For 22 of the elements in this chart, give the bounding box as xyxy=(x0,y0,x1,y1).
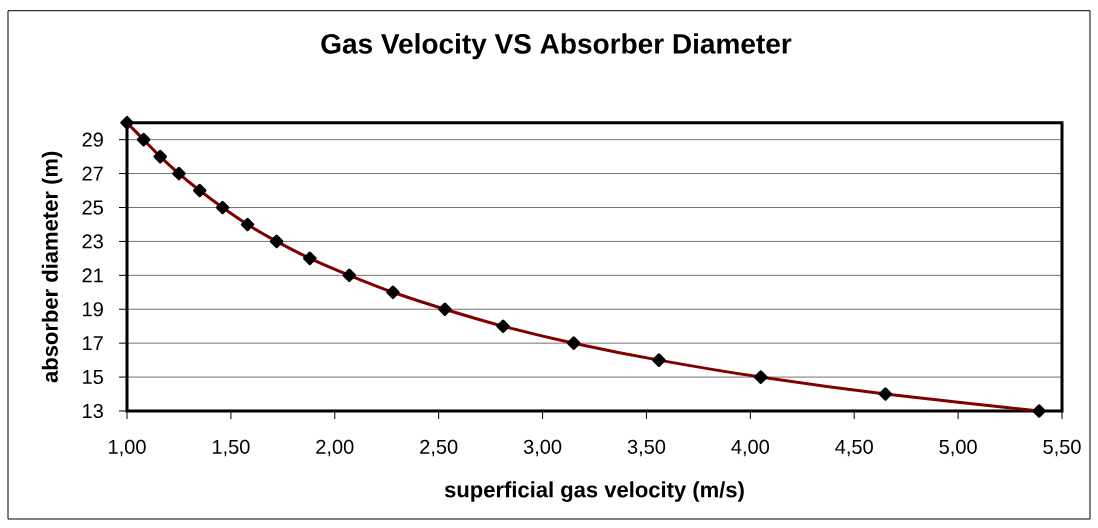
x-tick-label: 3,50 xyxy=(627,439,666,457)
y-tick-label: 15 xyxy=(83,370,103,385)
x-tick-label: 5,00 xyxy=(939,439,977,457)
y-tick-label: 29 xyxy=(82,132,103,147)
x-tick-label: 1,00 xyxy=(109,439,146,457)
x-tick-label: 1,50 xyxy=(212,439,250,457)
y-tick-label: 25 xyxy=(82,200,103,215)
y-tick-label: 17 xyxy=(83,336,103,351)
x-tick-label: 4,50 xyxy=(835,439,873,457)
y-axis-title: absorber diameter (m) xyxy=(41,151,63,383)
chart-title: Gas Velocity VS Absorber Diameter xyxy=(321,33,792,60)
x-tick-label: 5,50 xyxy=(1043,439,1081,457)
y-tick-label: 27 xyxy=(82,166,103,181)
y-tick-label: 13 xyxy=(83,403,103,419)
y-tick-label: 21 xyxy=(82,268,103,283)
x-tick-label: 4,00 xyxy=(731,439,770,457)
x-tick-label: 2,50 xyxy=(420,439,458,457)
x-tick-label: 3,00 xyxy=(523,439,562,457)
y-tick-label: 19 xyxy=(83,302,103,317)
y-tick-label: 23 xyxy=(82,234,103,249)
x-tick-label: 2,00 xyxy=(316,439,354,457)
x-axis-title: superficial gas velocity (m/s) xyxy=(444,481,744,502)
